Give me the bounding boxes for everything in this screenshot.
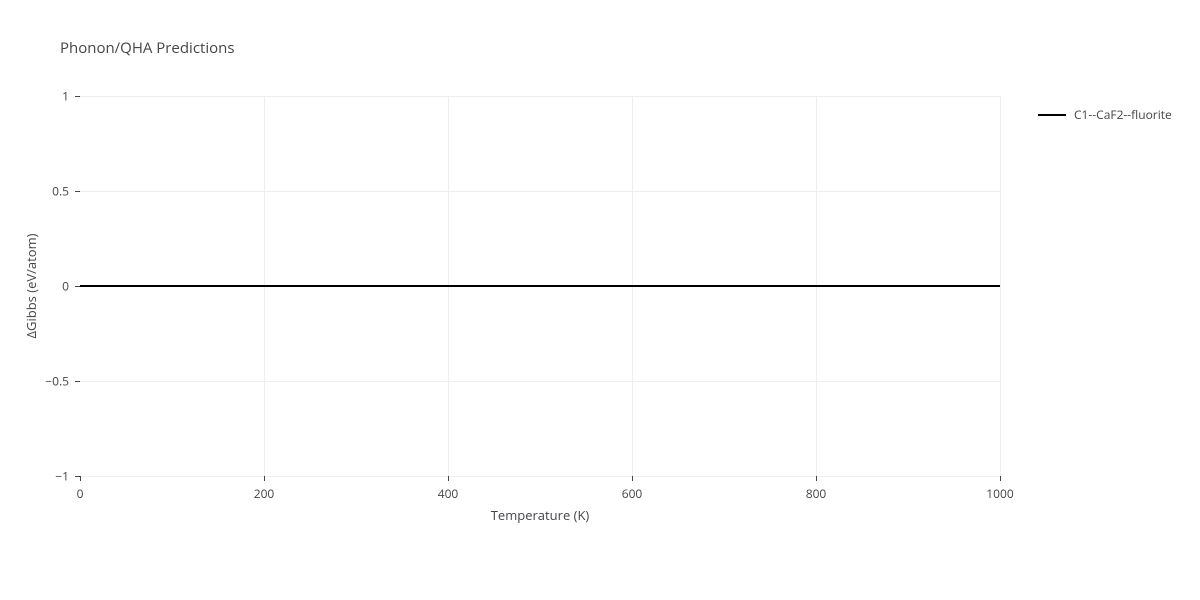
y-tick-label: −0.5 bbox=[45, 373, 69, 390]
y-tick-label: −1 bbox=[55, 468, 69, 485]
legend[interactable]: C1--CaF2--fluorite bbox=[1038, 106, 1172, 123]
gridline-horizontal bbox=[80, 191, 1000, 192]
x-tick-label: 200 bbox=[254, 485, 275, 502]
plot-area bbox=[80, 96, 1000, 476]
gridline-horizontal bbox=[80, 96, 1000, 97]
gridline-horizontal bbox=[80, 476, 1000, 477]
x-tick-mark bbox=[816, 476, 817, 481]
x-tick-mark bbox=[1000, 476, 1001, 481]
y-axis-label: ΔGibbs (eV/atom) bbox=[22, 96, 40, 476]
legend-swatch bbox=[1038, 114, 1066, 116]
series-line bbox=[80, 285, 1000, 287]
y-tick-mark bbox=[75, 476, 80, 477]
y-tick-label: 0.5 bbox=[52, 183, 69, 200]
x-tick-label: 0 bbox=[77, 485, 84, 502]
y-tick-mark bbox=[75, 286, 80, 287]
chart-title: Phonon/QHA Predictions bbox=[60, 38, 235, 58]
y-tick-mark bbox=[75, 381, 80, 382]
x-tick-label: 600 bbox=[622, 485, 643, 502]
x-tick-mark bbox=[264, 476, 265, 481]
y-tick-mark bbox=[75, 191, 80, 192]
x-tick-label: 800 bbox=[806, 485, 827, 502]
y-tick-label: 0 bbox=[62, 278, 69, 295]
y-tick-label: 1 bbox=[62, 88, 69, 105]
gridline-horizontal bbox=[80, 381, 1000, 382]
x-tick-mark bbox=[80, 476, 81, 481]
gridline-vertical bbox=[1000, 96, 1001, 476]
chart-container: Phonon/QHA Predictions Temperature (K) Δ… bbox=[0, 0, 1200, 600]
y-tick-mark bbox=[75, 96, 80, 97]
x-tick-label: 1000 bbox=[986, 485, 1013, 502]
x-axis-label: Temperature (K) bbox=[491, 506, 590, 524]
legend-label: C1--CaF2--fluorite bbox=[1074, 106, 1172, 123]
x-tick-label: 400 bbox=[438, 485, 459, 502]
x-tick-mark bbox=[448, 476, 449, 481]
x-tick-mark bbox=[632, 476, 633, 481]
